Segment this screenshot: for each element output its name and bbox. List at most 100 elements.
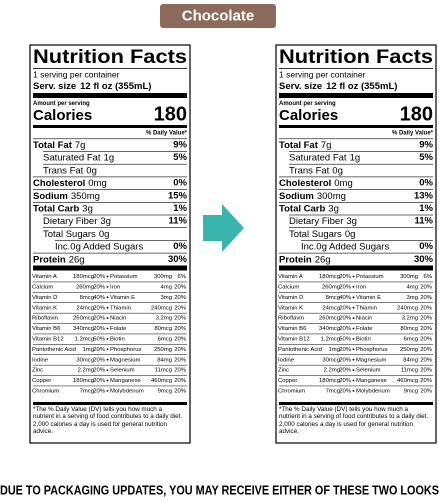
nutrient-row: Sodium 350mg (33, 190, 100, 201)
vitamin-name: Thiamin (110, 305, 131, 311)
serving-size: Serv. size 12 fl oz (355mL) (279, 81, 397, 92)
vitamin-name: Copper (278, 378, 297, 384)
nutrient-name: Sodium (279, 190, 314, 201)
thick-rule (279, 93, 433, 98)
nutrient-name: Total Carb (33, 203, 79, 214)
vitamin-amount: 460mcg (151, 378, 172, 384)
dv-header: % Daily Value* (392, 131, 434, 137)
nutrient-row: Saturated Fat 1g (289, 152, 360, 163)
nutrient-name: Saturated Fat (289, 152, 347, 163)
vitamin-name: Iodine (32, 357, 49, 363)
nutrient-amount: 0g (345, 228, 356, 239)
vitamin-rule (279, 375, 433, 376)
vitamin-name: Pantothenic Acid (278, 347, 322, 353)
vitamin-name: Selenium (356, 368, 381, 374)
vitamin-dv: 20% (174, 305, 187, 311)
vitamin-amount: 180mcg (73, 378, 94, 384)
nutrient-dv: 0% (173, 241, 187, 252)
vitamin-dv: 20% (420, 305, 433, 311)
vitamin-amount: 7mcg (326, 388, 340, 394)
vitamin-dv: 20% (339, 347, 352, 353)
nutrient-dv: 0% (173, 178, 187, 189)
vitamin-name: Vitamin B12 (32, 336, 64, 342)
rule (279, 68, 433, 69)
nutrient-amount: 0g (99, 228, 110, 239)
nutrient-row: Total Sugars 0g (289, 228, 355, 239)
serving-size: Serv. size 12 fl oz (355mL) (33, 81, 151, 92)
bullet (106, 358, 109, 361)
vitamin-name: Folate (356, 326, 373, 332)
vitamin-name: Vitamin A (278, 274, 303, 280)
label-title: Nutrition Facts (33, 46, 187, 68)
vitamin-dv: 20% (93, 274, 106, 280)
vitamin-name: Phosphorus (356, 347, 387, 353)
vitamin-dv: 20% (339, 284, 352, 290)
row-rule (33, 138, 187, 140)
nutrient-dv: 9% (419, 140, 433, 151)
nutrient-name: Trans Fat (289, 165, 330, 176)
nutrient-dv: 11% (169, 216, 188, 227)
vitamin-name: Selenium (110, 368, 135, 374)
vitamin-name: Potassium (356, 274, 384, 280)
vitamin-rule (33, 344, 187, 345)
vitamin-dv: 20% (174, 357, 187, 363)
vitamin-rule (279, 281, 433, 283)
bullet (106, 390, 109, 392)
nutrient-name: Cholesterol (279, 178, 331, 189)
vitamin-name: Vitamin E (356, 295, 381, 301)
vitamin-dv: 20% (339, 305, 352, 311)
vitamin-name: Vitamin D (32, 295, 57, 301)
vitamin-rule (279, 323, 433, 324)
vitamin-dv: 20% (174, 284, 187, 290)
vitamin-amount: 4mg (161, 284, 172, 290)
row-rule (289, 227, 433, 228)
bullet (106, 379, 109, 382)
row-rule (301, 240, 433, 241)
vitamin-amount: 260mcg (73, 316, 94, 322)
vitamin-rule (33, 312, 187, 314)
vitamin-dv: 20% (93, 284, 106, 290)
nutrient-row: Protein 26g (279, 254, 331, 265)
vitamin-rule (33, 333, 187, 335)
vitamin-amount: 240mcg (397, 305, 418, 311)
calories-label: Calories (33, 107, 92, 124)
vitamin-dv: 20% (339, 326, 352, 332)
vitamin-name: Iodine (278, 357, 295, 363)
nutrient-amount: 7g (75, 140, 86, 151)
vitamin-dv: 20% (93, 316, 106, 322)
vitamin-dv: 20% (339, 378, 352, 384)
nutrient-name: Dietary Fiber (43, 216, 97, 227)
nutrient-name: Inc.0g Added Sugars (55, 241, 143, 252)
nutrient-dv: 1% (419, 203, 433, 214)
vitamin-amount: 30mcg (322, 357, 340, 363)
nutrient-name: Total Sugars (43, 228, 96, 239)
vitamin-name: Copper (32, 378, 51, 384)
vitamin-dv: 40% (93, 295, 106, 301)
vitamin-rule (33, 364, 187, 366)
vitamin-name: Chromium (278, 388, 305, 394)
nutrient-row: Trans Fat 0g (289, 165, 343, 176)
row-rule (55, 240, 187, 241)
vitamin-amount: 240mcg (151, 305, 172, 311)
arrow (203, 204, 244, 252)
vitamin-amount: 260mg (76, 284, 94, 290)
vitamin-amount: 6mcg (404, 336, 418, 342)
footer-notice: DUE TO PACKAGING UPDATES, YOU MAY RECEIV… (0, 483, 439, 497)
nutrient-dv: 9% (173, 140, 187, 151)
amount-per-serving: Amount per serving (33, 101, 90, 107)
nutrient-row: Total Fat 7g (33, 140, 85, 151)
nutrient-name: Dietary Fiber (289, 216, 343, 227)
nutrient-row: Trans Fat 0g (43, 165, 97, 176)
vitamin-amount: 2.2mg (324, 368, 340, 374)
nutrient-amount: 3g (346, 216, 357, 227)
vitamin-dv: 20% (174, 295, 187, 301)
bullet (352, 296, 355, 299)
nutrient-row: Saturated Fat 1g (43, 152, 114, 163)
nutrient-amount: 26g (69, 254, 85, 265)
nutrient-name: Total Carb (279, 203, 325, 214)
bullet (106, 306, 109, 309)
label-border (275, 44, 437, 444)
nutrient-name: Total Fat (279, 140, 319, 151)
